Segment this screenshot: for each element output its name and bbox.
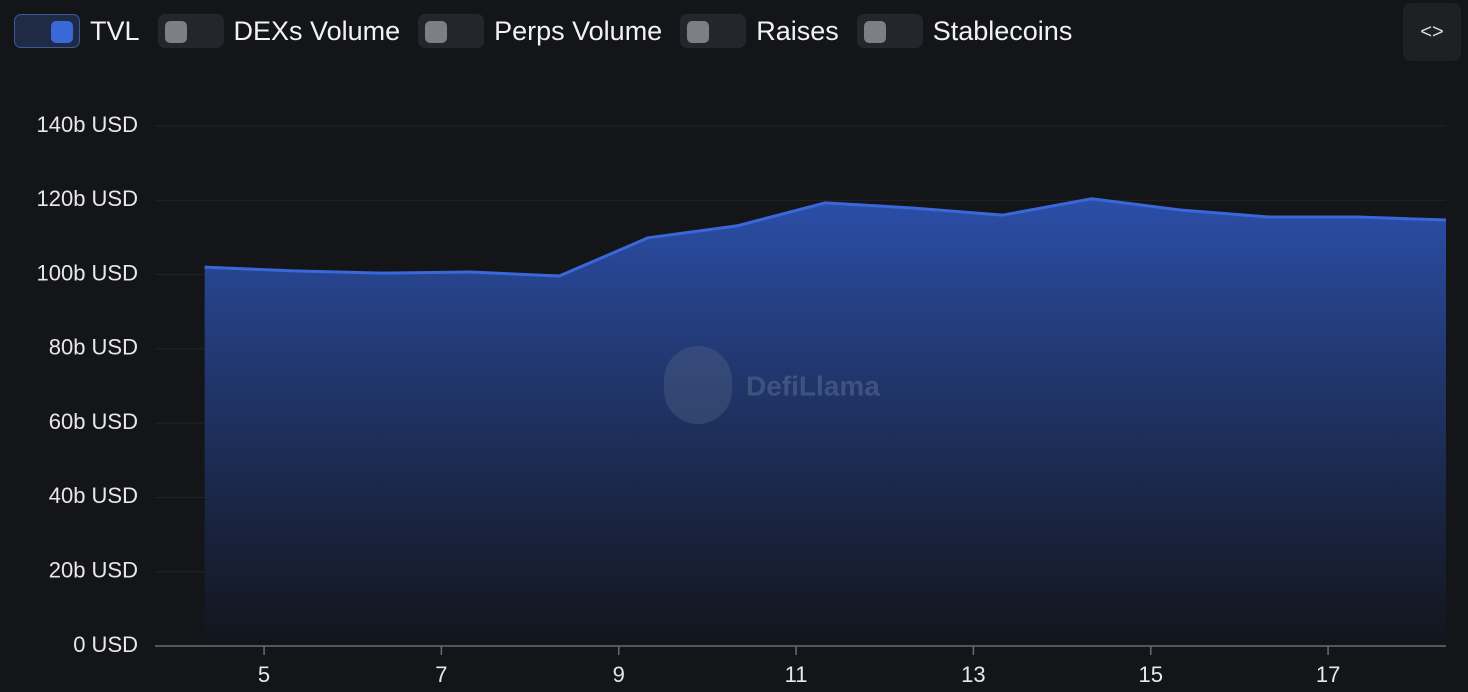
line xyxy=(204,197,1447,278)
switch[interactable] xyxy=(14,14,80,48)
y-tick-label: 20b USD xyxy=(49,558,138,583)
x-tick-label: 11 xyxy=(785,662,808,687)
watermark: DefiLlama xyxy=(664,346,880,424)
x-tick-label: 15 xyxy=(1138,662,1162,687)
x-tick-label: 9 xyxy=(613,662,625,687)
watermark-logo xyxy=(664,346,732,424)
switch[interactable] xyxy=(856,14,923,48)
switch[interactable] xyxy=(157,14,224,48)
toggle-label: TVL xyxy=(90,15,140,46)
toggle-label: Stablecoins xyxy=(932,15,1073,46)
y-tick-label: 0 USD xyxy=(73,632,138,657)
watermark-text: DefiLlama xyxy=(746,370,880,401)
toggle-label: Raises xyxy=(756,15,839,46)
switch-knob xyxy=(687,21,710,43)
y-tick-label: 100b USD xyxy=(36,260,138,285)
y-tick-label: 40b USD xyxy=(49,483,138,508)
y-tick-label: 140b USD xyxy=(36,112,138,137)
toggle[interactable]: Stablecoins xyxy=(856,14,1073,48)
toggle-label: Perps Volume xyxy=(494,15,663,46)
x-tick-label: 13 xyxy=(961,662,985,687)
switch-knob xyxy=(425,21,448,43)
area xyxy=(204,198,1447,647)
toggle[interactable]: Raises xyxy=(680,14,839,48)
switch[interactable] xyxy=(418,14,485,48)
y-tick-label: 60b USD xyxy=(49,409,138,434)
x-tick-label: 5 xyxy=(258,662,270,687)
embed-button[interactable]: <> xyxy=(1403,3,1461,61)
toggle[interactable]: Perps Volume xyxy=(418,14,662,48)
toggle[interactable]: DEXs Volume xyxy=(157,14,401,48)
toggle-bar: TVL DEXs Volume Perps Volume Raises Stableco… xyxy=(14,14,1090,48)
toggle-label: DEXs Volume xyxy=(233,15,401,46)
y-tick-label: 80b USD xyxy=(49,335,138,360)
switch[interactable] xyxy=(680,14,747,48)
toggle[interactable]: TVL xyxy=(14,14,140,48)
x-tick-label: 7 xyxy=(435,662,447,687)
switch-knob xyxy=(863,21,886,43)
x-tick-label: 17 xyxy=(1316,662,1340,687)
y-tick-label: 120b USD xyxy=(36,186,138,211)
switch-knob xyxy=(164,21,187,43)
switch-knob xyxy=(51,20,73,43)
